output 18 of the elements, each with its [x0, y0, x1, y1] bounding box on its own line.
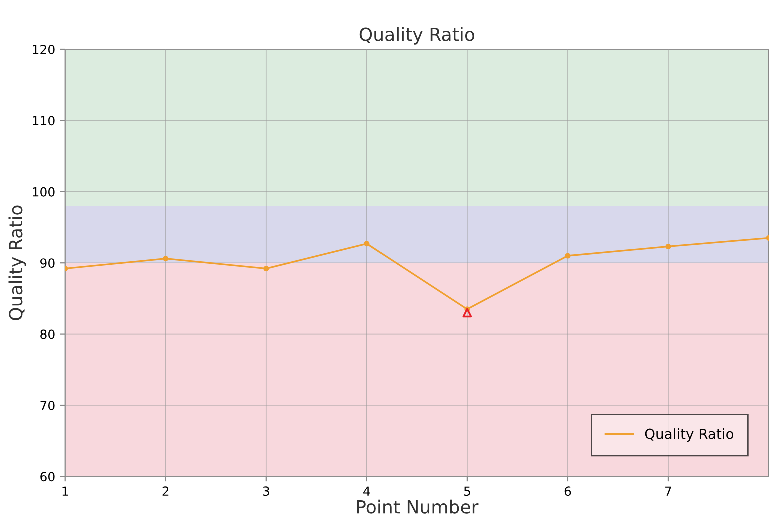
x-tick-label: 6 [564, 486, 572, 496]
x-tick-label: 3 [263, 486, 270, 496]
y-tick-label: 120 [33, 44, 55, 54]
y-tick-label: 80 [40, 330, 55, 340]
y-tick-label: 70 [40, 400, 55, 410]
chart-title: Quality Ratio [360, 27, 474, 45]
x-tick-label: 5 [464, 486, 470, 496]
y-tick-label: 60 [40, 472, 55, 482]
y-tick-label: 100 [33, 187, 55, 197]
x-tick-label: 1 [62, 486, 68, 496]
x-tick-label: 7 [666, 486, 672, 496]
legend-label: Quality Ratio [645, 428, 734, 442]
x-axis-title: Point Number [357, 500, 479, 514]
y-tick-label: 110 [33, 116, 55, 126]
x-tick-label: 4 [364, 486, 370, 496]
y-tick-label: 90 [40, 258, 55, 268]
x-tick-label: 2 [162, 486, 169, 496]
y-axis-title: Quality Ratio [8, 206, 26, 320]
